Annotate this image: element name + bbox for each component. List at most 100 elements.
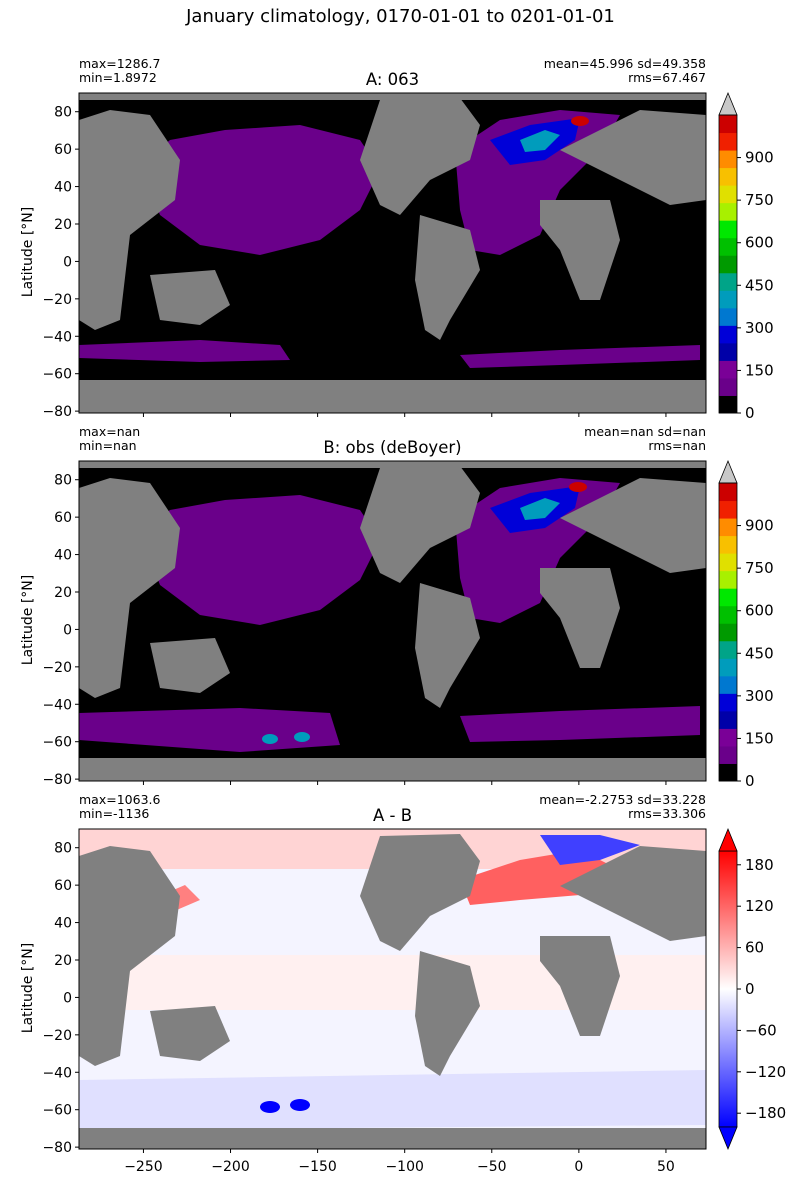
panel-b-title: B: obs (deBoyer) bbox=[323, 438, 462, 457]
panel-a-colorbar-band bbox=[719, 255, 737, 274]
panel-a-stats-right: mean=45.996 sd=49.358 rms=67.467 bbox=[544, 57, 706, 85]
panel-a-ytick-label: 40 bbox=[54, 180, 72, 196]
panel-c-xtick-label: −200 bbox=[211, 1159, 249, 1175]
panel-b-ytick-label: −20 bbox=[42, 660, 72, 676]
panel-c-title: A - B bbox=[372, 806, 413, 825]
panel-b-ytick-label: 40 bbox=[54, 548, 72, 564]
panel-a-title: A: 063 bbox=[365, 70, 420, 89]
panel-a-colorbar-band bbox=[719, 167, 737, 186]
panel-a-ytick-label: −80 bbox=[42, 404, 72, 420]
panel-a-ytick-label: 80 bbox=[54, 105, 72, 121]
panel-c-xtick-label: −250 bbox=[124, 1159, 162, 1175]
panel-a-map bbox=[79, 93, 706, 413]
panel-c-colorbar-label: −120 bbox=[745, 1063, 786, 1081]
panel-b-field-blob1 bbox=[262, 734, 278, 744]
panel-b-colorbar-band bbox=[719, 605, 737, 624]
panel-a-field bbox=[140, 125, 380, 255]
panel-b-colorbar-band bbox=[719, 553, 737, 572]
panel-b-colorbar-band bbox=[719, 675, 737, 694]
panel-b-field-peak bbox=[569, 482, 587, 492]
panel-b-map bbox=[79, 461, 706, 781]
panel-a-colorbar-label: 150 bbox=[745, 361, 774, 379]
panel-c-xtick-label: −50 bbox=[477, 1159, 507, 1175]
panel-a-colorbar-band bbox=[719, 307, 737, 326]
panel-c-xtick-label: 50 bbox=[657, 1159, 675, 1175]
panel-a-colorbar-band bbox=[719, 290, 737, 309]
panel-c-blob1 bbox=[260, 1101, 280, 1113]
panel-c-colorbar-label: 60 bbox=[745, 939, 764, 957]
panel-a-min: min=1.8972 bbox=[79, 70, 157, 85]
panel-c-max: max=1063.6 bbox=[79, 792, 161, 807]
panel-b-ytick-label: −40 bbox=[42, 697, 72, 713]
panel-b-colorbar-band bbox=[719, 745, 737, 764]
panel-b-colorbar-label: 600 bbox=[745, 602, 774, 620]
panel-b-ytick-label: 0 bbox=[63, 622, 72, 638]
panel-b-colorbar-band bbox=[719, 535, 737, 554]
panel-a-colorbar-band bbox=[719, 272, 737, 291]
panel-b-colorbar-label: 300 bbox=[745, 687, 774, 705]
panel-b-frame bbox=[78, 460, 707, 782]
panel-a-colorbar-band bbox=[719, 360, 737, 379]
panel-c-xtick-label: −100 bbox=[385, 1159, 423, 1175]
panel-a-colorbar-label: 300 bbox=[745, 319, 774, 337]
panel-c-xtick-label: 0 bbox=[574, 1159, 583, 1175]
panel-a-mean-sd: mean=45.996 sd=49.358 bbox=[543, 56, 706, 71]
panel-b-colorbar-label: 0 bbox=[745, 772, 755, 790]
panel-a-colorbar-label: 0 bbox=[745, 404, 755, 422]
panel-b-colorbar-band bbox=[719, 763, 737, 782]
panel-a-colorbar-band bbox=[719, 185, 737, 204]
panel-a-colorbar-label: 450 bbox=[745, 276, 774, 294]
panel-b-land bbox=[79, 461, 706, 781]
panel-a-colorbar-band bbox=[719, 325, 737, 344]
panel-a-rms: rms=67.467 bbox=[628, 70, 706, 85]
panel-a-colorbar-band bbox=[719, 377, 737, 396]
panel-c-ytick-label: −20 bbox=[42, 1028, 72, 1044]
panel-c-ytick-label: −60 bbox=[42, 1103, 72, 1119]
panel-b-ytick-label: 20 bbox=[54, 585, 72, 601]
panel-c-colorbar-extend-min bbox=[718, 1126, 738, 1151]
panel-b-min: min=nan bbox=[79, 438, 137, 453]
panel-a-colorbar-band bbox=[719, 342, 737, 361]
panel-b-ytick-label: −80 bbox=[42, 772, 72, 788]
panel-a-colorbar-band bbox=[719, 395, 737, 414]
panel-c-xtick-label: −150 bbox=[298, 1159, 336, 1175]
panel-b-colorbar-band bbox=[719, 483, 737, 502]
panel-c-colorbar-label: 120 bbox=[745, 897, 774, 915]
panel-a-ytick-label: −60 bbox=[42, 367, 72, 383]
panel-c-ytick-label: 0 bbox=[63, 990, 72, 1006]
panel-c-colorbar-extend-max bbox=[718, 827, 738, 852]
panel-b-ytick-label: 60 bbox=[54, 510, 72, 526]
panel-b-mean-sd: mean=nan sd=nan bbox=[584, 424, 706, 439]
panel-a-colorbar-label: 600 bbox=[745, 234, 774, 252]
panel-b-colorbar-label: 900 bbox=[745, 517, 774, 535]
panel-b-colorbar-band bbox=[719, 710, 737, 729]
panel-b-ytick-label: 80 bbox=[54, 473, 72, 489]
panel-b-colorbar-band bbox=[719, 518, 737, 537]
panel-c-colorbar-label: 0 bbox=[745, 980, 755, 998]
panel-a-ytick-label: 60 bbox=[54, 142, 72, 158]
panel-b-colorbar-frame bbox=[718, 482, 738, 782]
figure-title: January climatology, 0170-01-01 to 0201-… bbox=[186, 6, 615, 27]
panel-a-max: max=1286.7 bbox=[79, 56, 161, 71]
panel-b-field-blob2 bbox=[294, 732, 310, 742]
panel-c-ytick-label: 60 bbox=[54, 878, 72, 894]
panel-a-colorbar-band bbox=[719, 220, 737, 239]
panel-b-colorbar-band bbox=[719, 693, 737, 712]
colorbars: 01503004506007509000150300450600750900−1… bbox=[718, 91, 786, 1151]
panel-c-colorbar-label: −60 bbox=[745, 1021, 777, 1039]
panel-a-colorbar-band bbox=[719, 237, 737, 256]
panel-a-ytick-label: 0 bbox=[63, 254, 72, 270]
panel-a-colorbar-band bbox=[719, 115, 737, 134]
panel-c-ytick-label: 80 bbox=[54, 841, 72, 857]
panel-b-field-lab bbox=[520, 498, 560, 520]
panel-c-colorbar-gradient bbox=[718, 850, 738, 1128]
panel-c-stats-left: max=1063.6 min=-1136 bbox=[79, 793, 160, 821]
panel-a-colorbar-label: 900 bbox=[745, 149, 774, 167]
axis-ticks: 80 60 40 20 0 −20 −40 −60 −80 80 60 40 20 0 −20 −40 −60 −… bbox=[42, 105, 674, 1175]
panel-b-ytick-label: −60 bbox=[42, 735, 72, 751]
panel-a-colorbar-label: 750 bbox=[745, 191, 774, 209]
panel-b-field bbox=[140, 495, 380, 625]
panel-c-ytick-label: −40 bbox=[42, 1065, 72, 1081]
panel-a-stats-left: max=1286.7 min=1.8972 bbox=[79, 57, 160, 85]
